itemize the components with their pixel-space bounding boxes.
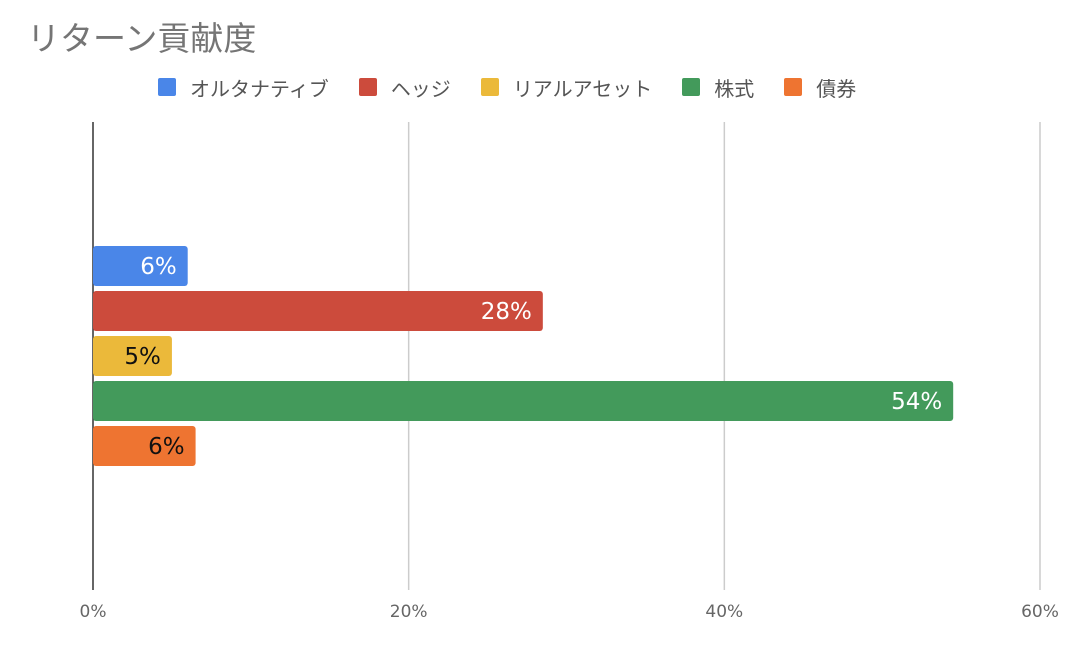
legend-label: オルタナティブ — [190, 76, 329, 101]
data-label: 6% — [148, 434, 185, 460]
x-tick-label: 0% — [80, 602, 107, 622]
data-label: 28% — [481, 299, 532, 325]
legend-swatch — [358, 78, 377, 96]
legend-swatch — [480, 78, 499, 96]
legend-swatch — [784, 78, 803, 96]
legend-label: ヘッジ — [390, 76, 451, 101]
legend-item-real-asset[interactable]: リアルアセット — [480, 73, 653, 102]
chart-title: リターン貢献度 — [27, 19, 257, 58]
legend-item-alternative[interactable]: オルタナティブ — [158, 73, 329, 102]
legend-label: リアルアセット — [512, 76, 653, 101]
x-tick-label: 40% — [705, 602, 743, 622]
legend-swatch — [682, 78, 701, 96]
legend-label: 株式 — [714, 76, 755, 101]
data-label: 6% — [140, 254, 177, 280]
bar-2 — [93, 336, 172, 376]
bar-1 — [93, 291, 543, 331]
bar-3 — [93, 381, 954, 421]
x-tick-label: 20% — [390, 602, 428, 622]
bar-4 — [93, 426, 196, 466]
bar-0 — [93, 246, 188, 286]
legend-item-equity[interactable]: 株式 — [682, 73, 754, 102]
legend-swatch — [158, 78, 176, 96]
legend: オルタナティブ ヘッジ リアルアセット 株式 債券 — [158, 73, 886, 101]
data-label: 54% — [891, 389, 942, 415]
legend-item-hedge[interactable]: ヘッジ — [358, 73, 451, 102]
x-tick-label: 60% — [1021, 602, 1059, 622]
legend-item-bond[interactable]: 債券 — [784, 73, 856, 102]
legend-label: 債券 — [816, 76, 857, 101]
data-label: 5% — [124, 344, 161, 370]
